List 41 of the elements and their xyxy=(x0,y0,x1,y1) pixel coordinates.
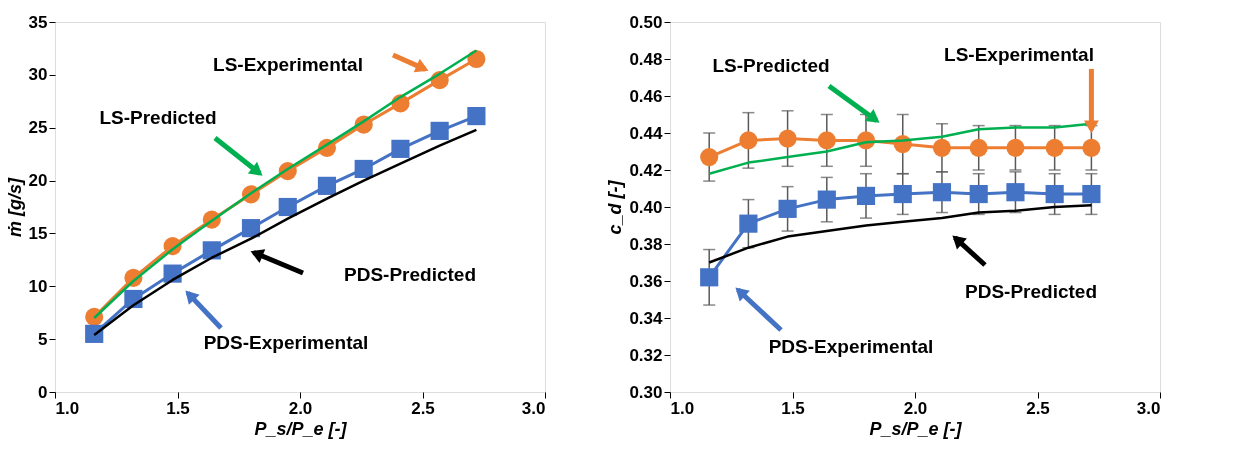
x-tick-label: 2.0 xyxy=(288,398,313,418)
y-tick-label: 30 xyxy=(28,65,48,85)
y-axis-title: c_d [-] xyxy=(605,179,626,235)
annotation: PDS-Experimental xyxy=(203,332,369,353)
y-tick-label: 0.30 xyxy=(629,382,663,402)
annotation: PDS-Experimental xyxy=(768,336,934,357)
y-tick-label: 0.38 xyxy=(629,234,663,254)
y-tick-label: 35 xyxy=(28,12,48,32)
x-tick-label: 2.5 xyxy=(1026,398,1050,418)
x-axis-title: P_s/P_e [-] xyxy=(869,418,963,439)
x-tick-label: 3.0 xyxy=(1136,398,1161,418)
annotation: LS-Predicted xyxy=(99,107,217,128)
y-axis-title: ṁ [g/s] xyxy=(4,177,25,238)
y-tick-label: 10 xyxy=(28,276,48,296)
annotation: LS-Experimental xyxy=(944,44,1094,65)
y-tick-label: 0.36 xyxy=(629,271,663,291)
annotation: LS-Predicted xyxy=(712,55,830,76)
y-tick-label: 0.44 xyxy=(629,123,664,143)
y-tick-label: 0 xyxy=(38,382,48,402)
y-tick-label: 0.40 xyxy=(629,197,663,217)
annotation: PDS-Predicted xyxy=(344,264,476,285)
y-tick-label: 0.50 xyxy=(629,12,663,32)
x-tick-label: 1.5 xyxy=(781,398,805,418)
x-tick-label: 1.5 xyxy=(166,398,190,418)
annotation: LS-Experimental xyxy=(213,54,363,75)
y-tick-label: 25 xyxy=(28,118,48,138)
annotation: PDS-Predicted xyxy=(965,281,1097,302)
x-axis-title: P_s/P_e [-] xyxy=(254,418,348,439)
y-tick-label: 0.46 xyxy=(629,86,663,106)
x-tick-label: 2.0 xyxy=(903,398,928,418)
y-tick-label: 0.48 xyxy=(629,49,663,69)
y-tick-label: 5 xyxy=(38,329,48,349)
x-tick-label: 1.0 xyxy=(670,398,695,418)
y-tick-label: 15 xyxy=(28,223,48,243)
y-tick-label: 0.32 xyxy=(629,345,663,365)
y-tick-label: 20 xyxy=(28,171,48,191)
y-tick-label: 0.34 xyxy=(629,308,664,328)
y-tick-label: 0.42 xyxy=(629,160,663,180)
x-tick-label: 1.0 xyxy=(55,398,80,418)
x-tick-label: 2.5 xyxy=(411,398,435,418)
x-tick-label: 3.0 xyxy=(521,398,546,418)
